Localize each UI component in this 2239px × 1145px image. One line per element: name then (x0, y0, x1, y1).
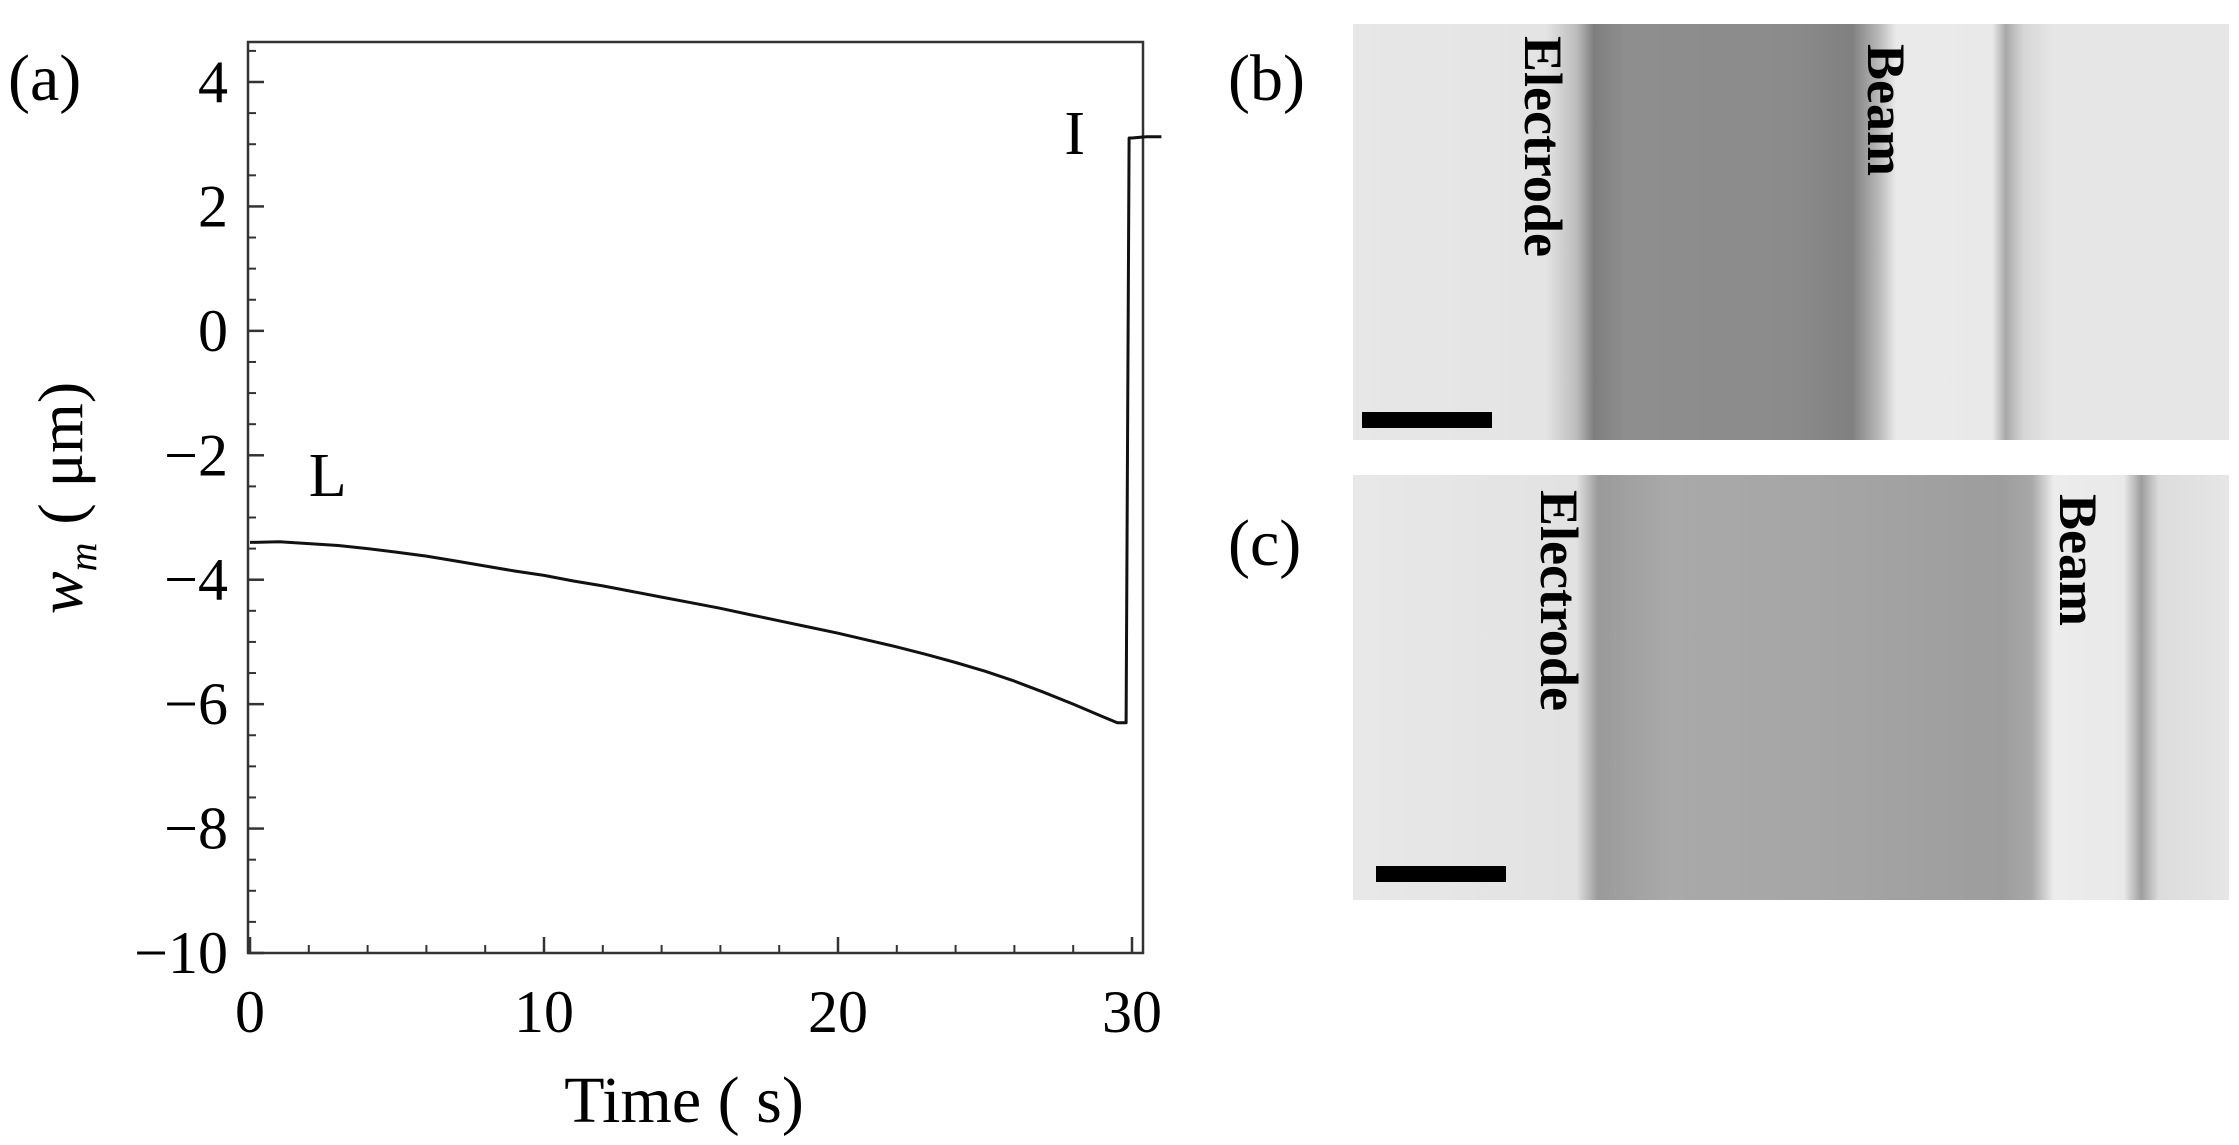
y-axis-label-unit: ( μm) (25, 382, 96, 525)
beam-label-b: Beam (1856, 44, 1916, 176)
plot-frame (246, 40, 1145, 955)
micrograph-b (1353, 24, 2229, 440)
electrode-label-b: Electrode (1513, 36, 1573, 257)
x-tick-label: 20 (808, 979, 868, 1045)
y-tick-label: 0 (198, 298, 228, 364)
x-tick-label: 10 (514, 979, 574, 1045)
x-tick-label: 0 (235, 979, 265, 1045)
panel-a: (a) 0 10 20 30 420−2−4−6−8−10 Time ( s) wm(… (8, 40, 1162, 1137)
scale-bar-c (1376, 866, 1506, 882)
y-axis-label-symbol: w (25, 571, 96, 614)
data-series-line (249, 135, 1162, 725)
panel-a-label: (a) (8, 42, 81, 115)
y-tick-label: −4 (164, 547, 228, 613)
y-tick-label: 2 (198, 173, 228, 239)
y-axis-label-subscript: m (60, 543, 105, 572)
y-tick-label: 4 (198, 49, 228, 115)
panel-c-label: (c) (1228, 507, 1301, 580)
electrode-label-c: Electrode (1529, 490, 1589, 711)
y-axis-label: wm ( μm) (25, 382, 105, 614)
x-axis-ticks: 0 10 20 30 (235, 937, 1162, 1045)
panel-b: (b) Electrode Beam (1228, 24, 2229, 440)
y-tick-label: −10 (134, 920, 228, 986)
panel-c: (c) Electrode Beam (1228, 475, 2229, 900)
annotation-I: I (1064, 100, 1085, 168)
scale-bar-b (1362, 412, 1492, 428)
annotation-L: L (309, 442, 347, 510)
micrograph-c (1353, 475, 2229, 900)
y-tick-label: −8 (164, 796, 228, 862)
y-tick-label: −6 (164, 671, 228, 737)
x-axis-label: Time ( s) (564, 1064, 804, 1137)
y-tick-label: −2 (164, 422, 228, 488)
x-tick-label: 30 (1102, 979, 1162, 1045)
y-axis-ticks: 4 2 0 −2 −4 −6 −8 −10 (134, 49, 264, 986)
beam-label-c: Beam (2048, 494, 2108, 626)
panel-b-label: (b) (1228, 42, 1305, 115)
svg-text:wm( μm): wm ( μm) (25, 382, 105, 614)
chart-annotations: LI (309, 100, 1085, 510)
